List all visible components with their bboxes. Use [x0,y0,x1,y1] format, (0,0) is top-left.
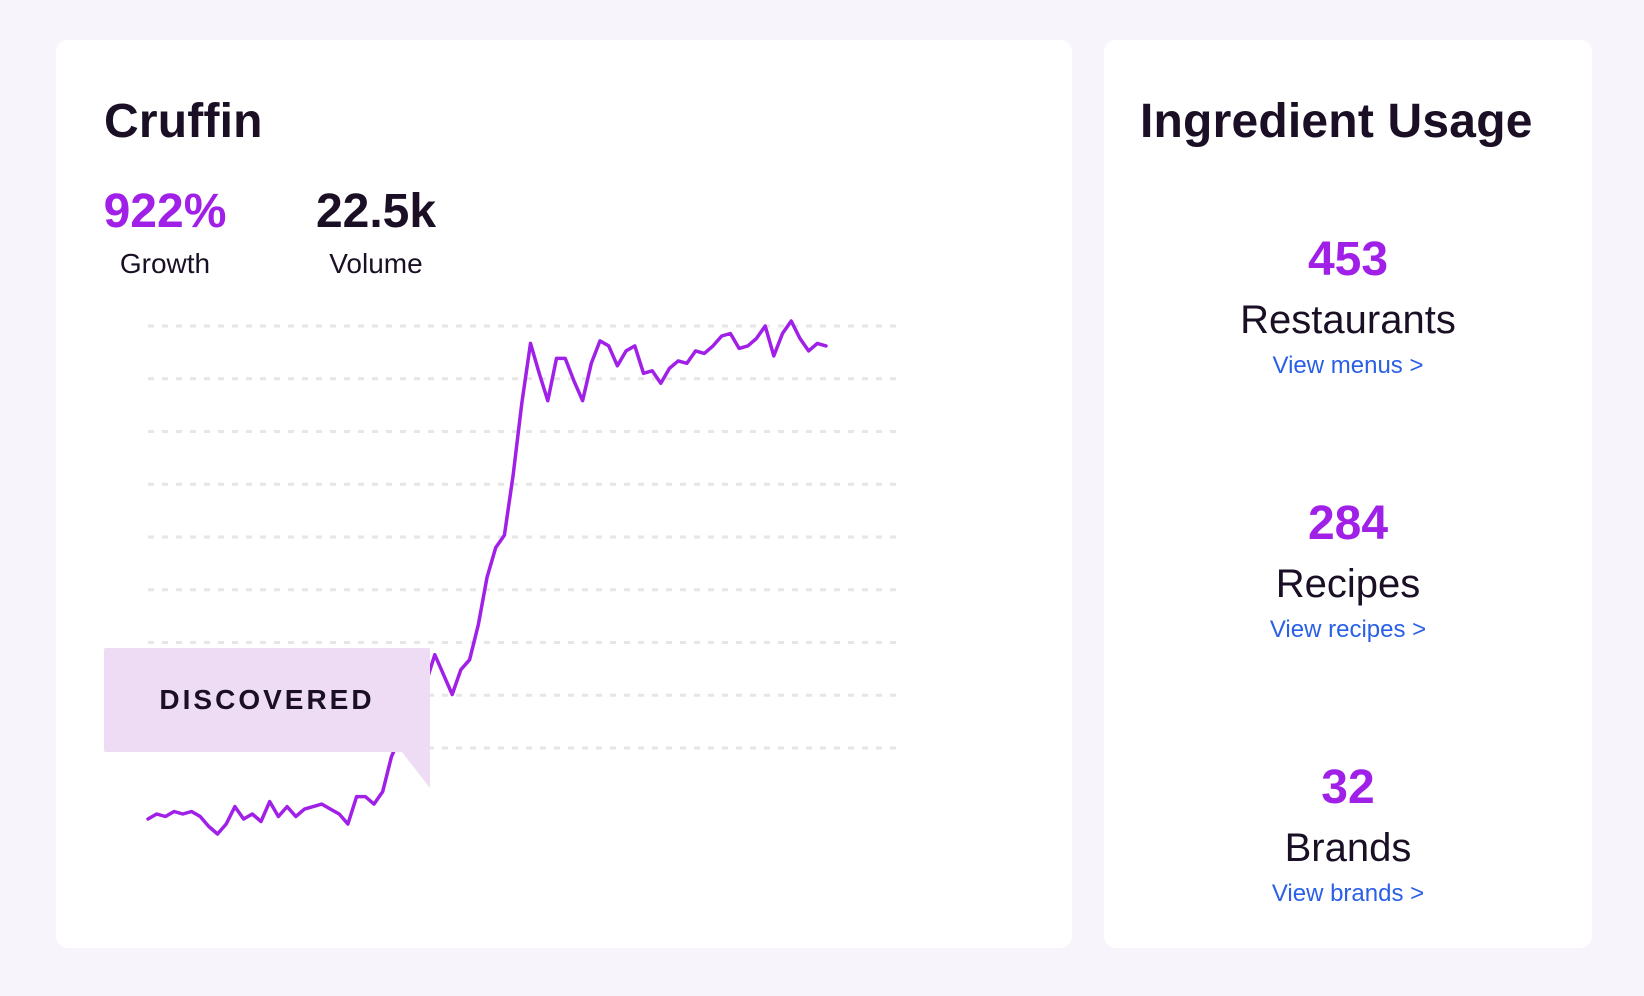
series-line [146,319,828,836]
view-menus-link[interactable]: View menus > [1272,352,1424,379]
restaurants-label: Restaurants [1240,298,1456,342]
trend-title: Cruffin [104,95,263,148]
volume-label: Volume [329,248,423,279]
recipes-label: Recipes [1275,562,1421,606]
usage-title: Ingredient Usage [1140,95,1533,148]
view-brands-link[interactable]: View brands > [1271,880,1425,907]
volume-value: 22.5k [315,185,437,238]
recipes-count: 284 [1307,497,1389,550]
discovered-callout: DISCOVERED [104,648,430,788]
chart-series [146,319,828,836]
callout-pointer [402,752,430,788]
usage-restaurants: 453 Restaurants View menus > [1104,236,1592,378]
view-recipes-link[interactable]: View recipes > [1269,616,1427,643]
brands-label: Brands [1284,826,1412,870]
trend-line-chart [146,319,898,836]
growth-stat: 922% Growth [100,188,230,278]
growth-value: 922% [103,185,227,238]
trend-card: Cruffin 922% Growth 22.5k Volume DISCOVE… [56,40,1072,948]
usage-brands: 32 Brands View brands > [1104,764,1592,906]
discovered-label: DISCOVERED [159,684,375,715]
volume-stat: 22.5k Volume [306,188,446,278]
brands-count: 32 [1321,761,1375,814]
growth-label: Growth [119,248,211,279]
usage-recipes: 284 Recipes View recipes > [1104,500,1592,642]
restaurants-count: 453 [1307,233,1389,286]
ingredient-usage-card: Ingredient Usage 453 Restaurants View me… [1104,40,1592,948]
